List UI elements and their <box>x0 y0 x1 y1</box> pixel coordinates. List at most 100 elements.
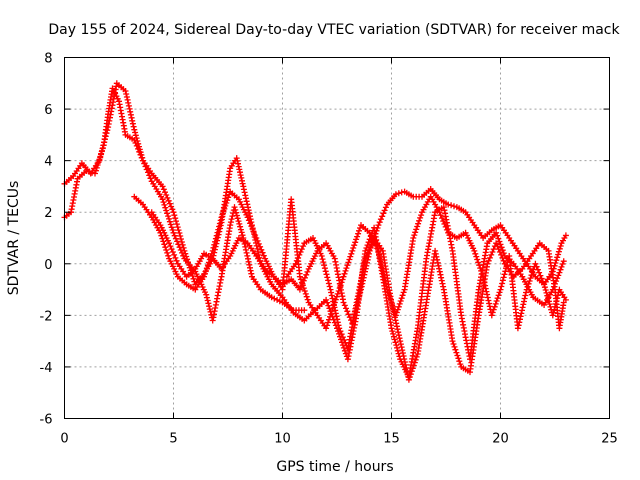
data-point <box>440 286 455 342</box>
data-point <box>488 289 503 319</box>
data-point <box>253 253 267 270</box>
data-point <box>301 307 308 314</box>
data-point <box>116 98 128 135</box>
y-tick-label: 0 <box>44 258 52 273</box>
data-point <box>436 209 450 233</box>
data-point <box>78 160 92 175</box>
data-point <box>170 229 187 259</box>
data-point <box>148 209 162 226</box>
data-point <box>262 265 275 278</box>
data-point <box>305 250 320 272</box>
data-point <box>157 229 172 259</box>
data-point <box>423 212 438 262</box>
data-point <box>218 255 232 272</box>
grid-layer <box>64 57 610 419</box>
data-point <box>131 126 146 161</box>
data-point <box>353 258 368 306</box>
data-point <box>493 229 507 257</box>
data-point <box>87 160 101 177</box>
data-point <box>467 315 482 376</box>
y-tick-label: 6 <box>44 103 52 118</box>
data-point <box>301 236 314 247</box>
y-tick-label: -6 <box>40 413 53 428</box>
x-tick-label: 0 <box>60 432 68 447</box>
series-sat-d <box>283 235 567 383</box>
data-point <box>392 189 405 198</box>
data-point <box>471 222 485 239</box>
data-point <box>427 186 441 201</box>
data-point <box>249 273 262 290</box>
data-point <box>170 209 187 251</box>
data-point <box>471 247 486 277</box>
data-point <box>323 240 337 259</box>
data-point <box>279 294 295 314</box>
data-point <box>233 155 246 187</box>
data-point <box>414 302 429 357</box>
data-point <box>166 255 180 278</box>
data-point <box>74 169 88 182</box>
data-point <box>268 294 283 305</box>
data-point <box>201 250 214 261</box>
data-point <box>453 204 467 214</box>
data-point <box>506 253 521 329</box>
data-point <box>458 363 471 374</box>
data-point <box>68 178 80 216</box>
series-sat-a <box>61 85 308 324</box>
data-point <box>375 204 389 229</box>
data-point <box>528 242 541 259</box>
data-point <box>432 247 447 290</box>
series-layer <box>61 80 569 383</box>
data-point <box>506 235 520 252</box>
series-sat-e <box>148 193 569 332</box>
data-point <box>227 188 240 201</box>
x-tick-label: 15 <box>383 432 400 447</box>
data-point <box>148 178 164 200</box>
data-point <box>283 263 297 280</box>
y-tick-label: 8 <box>44 52 52 67</box>
data-point <box>174 260 188 278</box>
data-point <box>296 273 311 303</box>
data-point <box>218 191 233 221</box>
data-point <box>497 222 511 239</box>
data-point <box>510 267 524 280</box>
data-point <box>366 229 381 252</box>
data-point <box>253 235 267 259</box>
y-tick-label: -2 <box>40 309 53 324</box>
data-point <box>410 193 423 200</box>
data-point <box>244 240 258 257</box>
data-point <box>209 276 224 324</box>
y-axis-label: SDTVAR / TECUs <box>6 181 22 296</box>
data-point <box>427 193 441 213</box>
data-point <box>257 286 273 299</box>
data-point <box>227 237 241 259</box>
data-point <box>514 289 529 332</box>
data-point <box>375 247 390 290</box>
x-tick-label: 5 <box>169 432 177 447</box>
data-point <box>541 281 555 316</box>
data-point <box>244 214 259 239</box>
data-point <box>530 294 545 307</box>
data-point <box>318 253 333 290</box>
data-point <box>148 214 162 234</box>
series-line <box>64 86 305 321</box>
data-point <box>288 276 302 291</box>
data-point <box>480 273 495 316</box>
data-point <box>419 187 432 200</box>
data-point <box>453 231 467 241</box>
data-point <box>166 240 180 264</box>
data-point <box>493 240 507 264</box>
data-point <box>140 201 153 218</box>
data-point <box>562 232 569 239</box>
x-tick-label: 10 <box>274 432 291 447</box>
data-point <box>157 222 171 244</box>
data-point <box>536 240 550 252</box>
data-point <box>445 229 458 240</box>
data-point <box>122 88 137 130</box>
data-point <box>562 296 569 303</box>
data-point <box>344 302 359 352</box>
data-point <box>488 223 502 234</box>
data-point <box>436 196 449 207</box>
data-point <box>545 247 558 290</box>
data-point <box>445 201 457 210</box>
data-point <box>209 217 224 254</box>
